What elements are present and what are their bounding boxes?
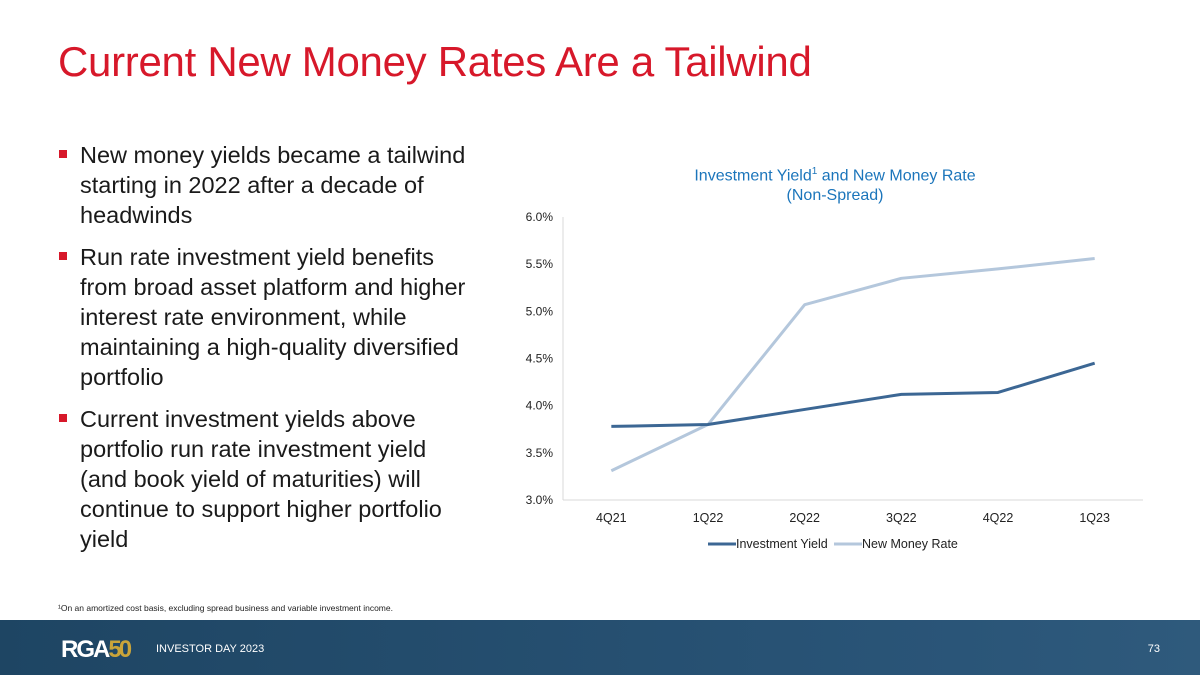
bullet-item: New money yields became a tailwind start… xyxy=(58,140,478,230)
series-line-new-money-rate xyxy=(610,257,1095,473)
legend-label: Investment Yield xyxy=(736,537,828,551)
y-tick-label: 3.0% xyxy=(526,493,554,507)
chart-subtitle: (Non-Spread) xyxy=(786,187,884,205)
y-tick-label: 5.0% xyxy=(526,304,554,318)
x-tick-label: 4Q22 xyxy=(983,511,1014,525)
x-tick-label: 3Q22 xyxy=(886,511,917,525)
y-tick-label: 3.5% xyxy=(526,446,554,460)
x-tick-label: 1Q22 xyxy=(693,511,724,525)
bullet-list: New money yields became a tailwind start… xyxy=(58,140,478,566)
logo-text: RGA xyxy=(61,636,110,663)
chart-title-footnote-mark: 1 xyxy=(811,166,818,177)
chart-title-main: Investment Yield xyxy=(694,167,812,185)
bullet-item: Current investment yields above portfoli… xyxy=(58,404,478,554)
page-number: 73 xyxy=(1147,643,1160,655)
logo-fifty: 50 xyxy=(108,636,132,663)
bullet-item: Run rate investment yield benefits from … xyxy=(58,242,478,392)
slide-title: Current New Money Rates Are a Tailwind xyxy=(58,38,812,85)
x-tick-label: 4Q21 xyxy=(596,511,627,525)
y-tick-label: 5.5% xyxy=(526,257,554,271)
bullet-text: Run rate investment yield benefits from … xyxy=(80,244,466,390)
bullet-square-icon xyxy=(59,414,67,422)
chart-title: Investment Yield1 and New Money Rate (No… xyxy=(640,162,1030,206)
bullet-text: Current investment yields above portfoli… xyxy=(80,406,442,552)
bullet-square-icon xyxy=(59,150,67,158)
y-tick-label: 4.0% xyxy=(526,399,554,413)
legend-label: New Money Rate xyxy=(862,537,958,551)
x-tick-label: 2Q22 xyxy=(789,511,820,525)
rga-50-logo: RGA50 xyxy=(61,636,132,664)
y-tick-label: 6.0% xyxy=(526,210,554,224)
series-line-investment-yield xyxy=(611,361,1096,428)
bullet-square-icon xyxy=(59,252,67,260)
x-tick-label: 1Q23 xyxy=(1079,511,1110,525)
chart-title-rest: and New Money Rate xyxy=(817,167,976,185)
y-tick-label: 4.5% xyxy=(526,352,554,366)
footnote: ¹On an amortized cost basis, excluding s… xyxy=(58,603,393,613)
footer-bar xyxy=(0,620,1200,675)
event-name: INVESTOR DAY 2023 xyxy=(156,643,265,655)
line-chart: 3.0% 3.5% 4.0% 4.5% 5.0% 5.5% 6.0% 4Q21 1Q22 2Q22… xyxy=(526,210,1143,551)
bullet-text: New money yields became a tailwind start… xyxy=(80,142,466,228)
